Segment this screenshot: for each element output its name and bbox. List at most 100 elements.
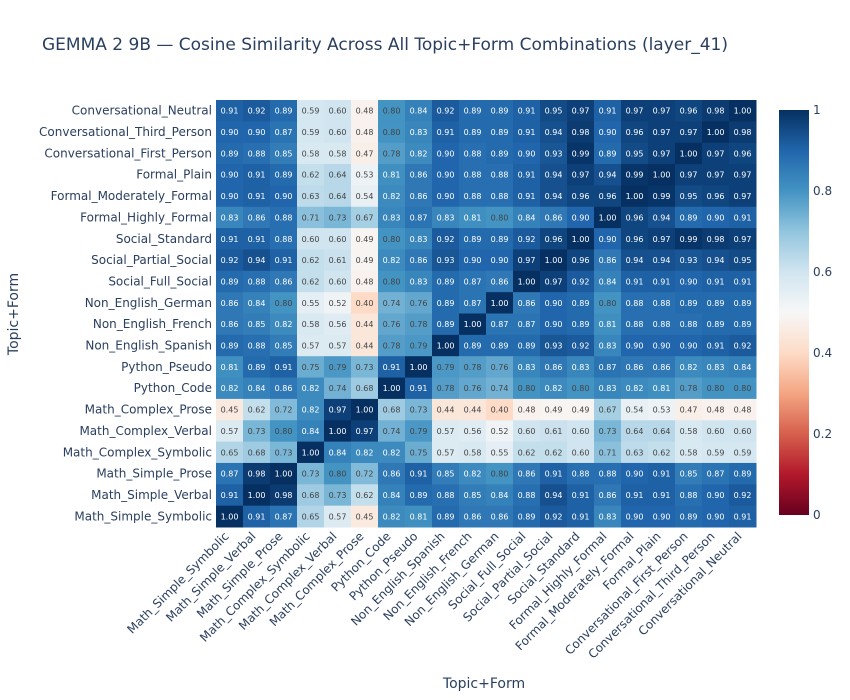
heatmap-cell bbox=[432, 249, 460, 272]
heatmap-cell bbox=[270, 377, 298, 400]
heatmap-cell bbox=[486, 505, 514, 528]
cell-value-label: 0.97 bbox=[572, 171, 590, 180]
cell-value-label: 0.92 bbox=[734, 491, 752, 500]
cell-value-label: 0.92 bbox=[572, 277, 590, 286]
cell-value-label: 0.89 bbox=[518, 512, 536, 521]
heatmap-cell bbox=[675, 270, 703, 293]
heatmap-cell bbox=[378, 377, 406, 400]
heatmap-cell bbox=[729, 121, 757, 144]
heatmap-cell bbox=[729, 484, 757, 507]
heatmap-cell bbox=[513, 484, 541, 507]
cell-value-label: 0.94 bbox=[599, 171, 617, 180]
cell-value-label: 0.85 bbox=[464, 491, 482, 500]
heatmap-cell bbox=[351, 228, 379, 250]
heatmap-cell bbox=[405, 377, 433, 400]
cell-value-label: 0.85 bbox=[437, 470, 455, 479]
cell-value-label: 0.87 bbox=[464, 277, 482, 286]
cell-value-label: 0.93 bbox=[437, 256, 455, 265]
y-tick-label: Conversational_Neutral bbox=[72, 104, 212, 118]
heatmap-cell bbox=[216, 292, 244, 314]
cell-value-label: 0.85 bbox=[275, 149, 293, 158]
heatmap-cell bbox=[351, 100, 379, 122]
cell-value-label: 0.79 bbox=[410, 427, 428, 436]
heatmap-cell bbox=[567, 270, 595, 293]
cell-value-label: 0.84 bbox=[518, 213, 536, 222]
heatmap-cell bbox=[594, 420, 622, 443]
heatmap-cell bbox=[459, 100, 487, 122]
heatmap-cell bbox=[324, 334, 352, 357]
cell-value-label: 0.89 bbox=[437, 512, 455, 521]
heatmap-cell bbox=[540, 121, 568, 144]
cell-value-label: 0.85 bbox=[680, 470, 698, 479]
cell-value-label: 0.86 bbox=[221, 299, 239, 308]
cell-value-label: 0.82 bbox=[302, 406, 320, 415]
cell-value-label: 0.87 bbox=[410, 213, 428, 222]
heatmap-cell bbox=[621, 313, 649, 336]
heatmap-cell bbox=[405, 441, 433, 464]
cell-value-label: 0.89 bbox=[464, 342, 482, 351]
cell-value-label: 0.86 bbox=[410, 192, 428, 201]
cell-value-label: 0.84 bbox=[302, 427, 320, 436]
cell-value-label: 0.91 bbox=[653, 491, 671, 500]
heatmap-cell bbox=[378, 356, 406, 379]
cell-value-label: 0.98 bbox=[734, 128, 752, 137]
heatmap-cell bbox=[540, 441, 568, 464]
cell-value-label: 0.92 bbox=[437, 235, 455, 244]
heatmap-cell bbox=[459, 484, 487, 507]
heatmap-cell bbox=[216, 142, 244, 165]
heatmap-cell bbox=[675, 142, 703, 165]
heatmap-cell bbox=[540, 377, 568, 400]
heatmap-cell bbox=[594, 292, 622, 314]
cell-value-label: 1.00 bbox=[545, 256, 563, 265]
cell-value-label: 0.91 bbox=[626, 491, 644, 500]
heatmap-cell bbox=[378, 462, 406, 485]
heatmap-cell bbox=[351, 142, 379, 165]
cell-value-label: 0.64 bbox=[626, 427, 644, 436]
heatmap-cell bbox=[648, 270, 676, 293]
heatmap-cell bbox=[432, 398, 460, 421]
heatmap-cell bbox=[594, 142, 622, 165]
heatmap-cell bbox=[324, 164, 352, 186]
cell-value-label: 0.68 bbox=[302, 491, 320, 500]
cell-value-label: 0.45 bbox=[221, 406, 239, 415]
cell-value-label: 0.94 bbox=[707, 256, 725, 265]
cell-value-label: 0.97 bbox=[518, 256, 536, 265]
heatmap-cell bbox=[351, 505, 379, 528]
heatmap-cell bbox=[648, 462, 676, 485]
heatmap-cell bbox=[486, 420, 514, 443]
cell-value-label: 0.62 bbox=[302, 277, 320, 286]
cell-value-label: 0.88 bbox=[275, 235, 293, 244]
cell-value-label: 0.90 bbox=[518, 149, 536, 158]
cell-value-label: 0.52 bbox=[491, 427, 509, 436]
colorbar-tick-label: 0.2 bbox=[813, 427, 832, 441]
heatmap-cell bbox=[567, 142, 595, 165]
cell-value-label: 0.87 bbox=[464, 299, 482, 308]
heatmap-cell bbox=[567, 356, 595, 379]
heatmap-cell bbox=[540, 505, 568, 528]
colorbar-tick-label: 0.6 bbox=[813, 265, 832, 279]
heatmap-cell bbox=[702, 484, 730, 507]
cell-value-label: 0.89 bbox=[464, 107, 482, 116]
cell-value-label: 0.97 bbox=[572, 107, 590, 116]
cell-value-label: 0.53 bbox=[653, 406, 671, 415]
cell-value-label: 0.87 bbox=[275, 128, 293, 137]
cell-value-label: 0.90 bbox=[248, 128, 266, 137]
colorbar-ticks: 0 0.2 0.4 0.6 0.8 1 bbox=[813, 103, 832, 522]
cell-value-label: 0.57 bbox=[437, 448, 455, 457]
heatmap-cell bbox=[621, 206, 649, 229]
heatmap-cell bbox=[729, 398, 757, 421]
heatmap-cell bbox=[675, 206, 703, 229]
cell-value-label: 0.81 bbox=[383, 171, 401, 180]
heatmap-cell bbox=[378, 484, 406, 507]
cell-value-label: 0.60 bbox=[572, 427, 590, 436]
heatmap-cell bbox=[270, 185, 298, 208]
heatmap-cell bbox=[702, 377, 730, 400]
heatmap-cell bbox=[594, 206, 622, 229]
heatmap-cell bbox=[567, 164, 595, 186]
heatmap-cell bbox=[243, 398, 271, 421]
y-axis-ticks: Conversational_Neutral Conversational_Thi… bbox=[39, 104, 212, 524]
heatmap-cell bbox=[216, 356, 244, 379]
heatmap-cell bbox=[621, 292, 649, 314]
heatmap-cell bbox=[459, 334, 487, 357]
